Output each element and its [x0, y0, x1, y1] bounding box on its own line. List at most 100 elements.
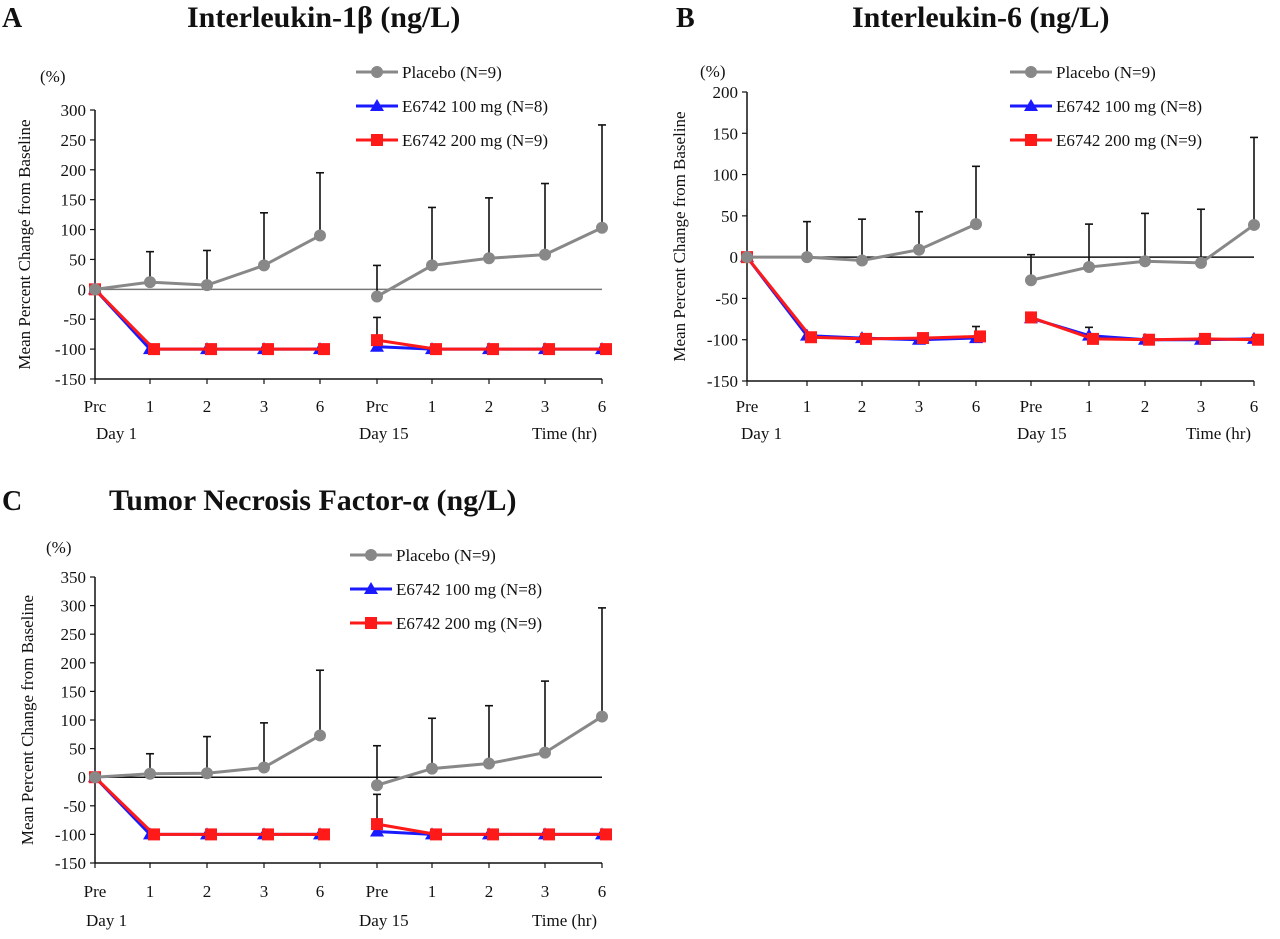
x-tick-label: 2 — [1141, 397, 1150, 416]
data-point-placebo — [741, 251, 753, 264]
data-point-placebo — [89, 771, 101, 784]
y-tick-label: -150 — [707, 372, 738, 391]
series-line-e6742-100mg — [93, 288, 320, 351]
x-group-label: Time (hr) — [532, 424, 597, 443]
data-point-placebo — [539, 248, 551, 261]
y-tick-label: -50 — [715, 289, 738, 308]
legend-label: E6742 100 mg (N=8) — [402, 97, 548, 116]
y-tick-label: 50 — [721, 207, 738, 226]
data-point-e6742-200mg — [318, 828, 330, 841]
legend-marker — [370, 99, 384, 111]
chart-title: Interleukin-6 (ng/L) — [852, 1, 1110, 34]
legend-label: E6742 100 mg (N=8) — [1056, 97, 1202, 116]
y-tick-label: -50 — [63, 310, 86, 329]
y-tick-label: 150 — [61, 191, 87, 210]
legend: Placebo (N=9) E6742 100 mg (N=8) E6742 200… — [356, 63, 548, 150]
legend: Placebo (N=9) E6742 100 mg (N=8) E6742 200… — [350, 546, 542, 633]
legend-marker — [1025, 134, 1037, 146]
x-group-label: Day 1 — [96, 424, 137, 443]
data-point-placebo — [596, 710, 608, 723]
series-line-e6742-100mg — [93, 776, 320, 836]
legend-marker — [371, 66, 383, 78]
data-point-e6742-200mg — [600, 828, 612, 841]
data-point-e6742-200mg — [205, 828, 217, 841]
data-point-e6742-200mg — [860, 332, 872, 345]
x-tick-label: 1 — [803, 397, 812, 416]
data-point-e6742-100mg — [370, 824, 384, 837]
y-tick-label: -100 — [707, 331, 738, 350]
data-point-placebo — [801, 251, 813, 264]
panel-letter: A — [2, 3, 23, 34]
series-line-e6742-200mg — [93, 288, 324, 351]
y-tick-label: -50 — [63, 797, 86, 816]
x-tick-label: Prc — [366, 397, 389, 416]
data-point-placebo — [913, 243, 925, 256]
data-point-placebo — [483, 252, 495, 265]
x-tick-label: 3 — [1197, 397, 1206, 416]
y-tick-label: 200 — [61, 161, 87, 180]
data-point-placebo — [1195, 256, 1207, 269]
data-point-placebo — [314, 729, 326, 742]
x-tick-label: 3 — [260, 882, 269, 901]
legend-marker — [364, 582, 378, 594]
data-point-placebo — [483, 757, 495, 770]
x-tick-label: 3 — [541, 397, 550, 416]
x-group-label: Day 1 — [741, 424, 782, 443]
y-tick-label: 50 — [69, 740, 86, 759]
y-tick-label: 100 — [713, 166, 739, 185]
x-tick-label: 6 — [598, 397, 607, 416]
y-tick-label: 150 — [61, 682, 87, 701]
legend-marker — [365, 549, 377, 561]
x-tick-label: 1 — [146, 882, 155, 901]
data-point-placebo — [258, 259, 270, 272]
data-point-placebo — [539, 746, 551, 759]
y-tick-label: -100 — [55, 825, 86, 844]
data-point-e6742-200mg — [1087, 332, 1099, 345]
x-tick-label: 3 — [541, 882, 550, 901]
x-group-label: Day 1 — [86, 911, 127, 930]
y-tick-label: 200 — [61, 654, 87, 673]
x-tick-label: 6 — [598, 882, 607, 901]
x-tick-label: 2 — [203, 397, 212, 416]
data-point-e6742-200mg — [262, 343, 274, 356]
data-point-e6742-200mg — [974, 330, 986, 343]
x-tick-label: Pre — [736, 397, 759, 416]
legend-label: Placebo (N=9) — [396, 546, 496, 565]
y-tick-label: 50 — [69, 250, 86, 269]
data-point-e6742-200mg — [600, 343, 612, 356]
data-point-e6742-200mg — [487, 343, 499, 356]
data-point-e6742-200mg — [371, 818, 383, 831]
legend-label: Placebo (N=9) — [402, 63, 502, 82]
y-tick-label: -150 — [55, 370, 86, 389]
x-tick-label: 1 — [428, 882, 437, 901]
y-tick-label: 250 — [61, 131, 87, 150]
data-point-placebo — [144, 767, 156, 780]
data-point-placebo — [1248, 218, 1260, 231]
series-line-placebo — [1030, 223, 1255, 282]
data-point-placebo — [371, 779, 383, 792]
x-tick-label: 2 — [485, 882, 494, 901]
x-group-label: Day 15 — [359, 911, 409, 930]
x-tick-label: 2 — [858, 397, 867, 416]
y-tick-label: 100 — [61, 711, 87, 730]
x-tick-label: 1 — [1085, 397, 1094, 416]
data-point-placebo — [970, 218, 982, 231]
data-point-placebo — [89, 283, 101, 296]
legend-label: E6742 100 mg (N=8) — [396, 580, 542, 599]
data-point-placebo — [144, 276, 156, 289]
chart-title: Tumor Necrosis Factor-α (ng/L) — [109, 484, 517, 517]
chart-panel-c: C Tumor Necrosis Factor-α (ng/L) (%) Mean P… — [2, 484, 612, 930]
data-point-placebo — [426, 762, 438, 775]
x-tick-label: 1 — [146, 397, 155, 416]
data-point-placebo — [426, 259, 438, 272]
legend-label: Placebo (N=9) — [1056, 63, 1156, 82]
legend-label: E6742 200 mg (N=9) — [1056, 131, 1202, 150]
y-tick-label: 0 — [730, 248, 739, 267]
x-tick-label: 6 — [316, 882, 325, 901]
panel-letter: C — [2, 486, 22, 517]
data-point-placebo — [1083, 261, 1095, 274]
x-tick-label: 6 — [1250, 397, 1259, 416]
data-point-e6742-200mg — [205, 343, 217, 356]
y-tick-label: 300 — [61, 101, 87, 120]
y-tick-label: 0 — [78, 768, 87, 787]
